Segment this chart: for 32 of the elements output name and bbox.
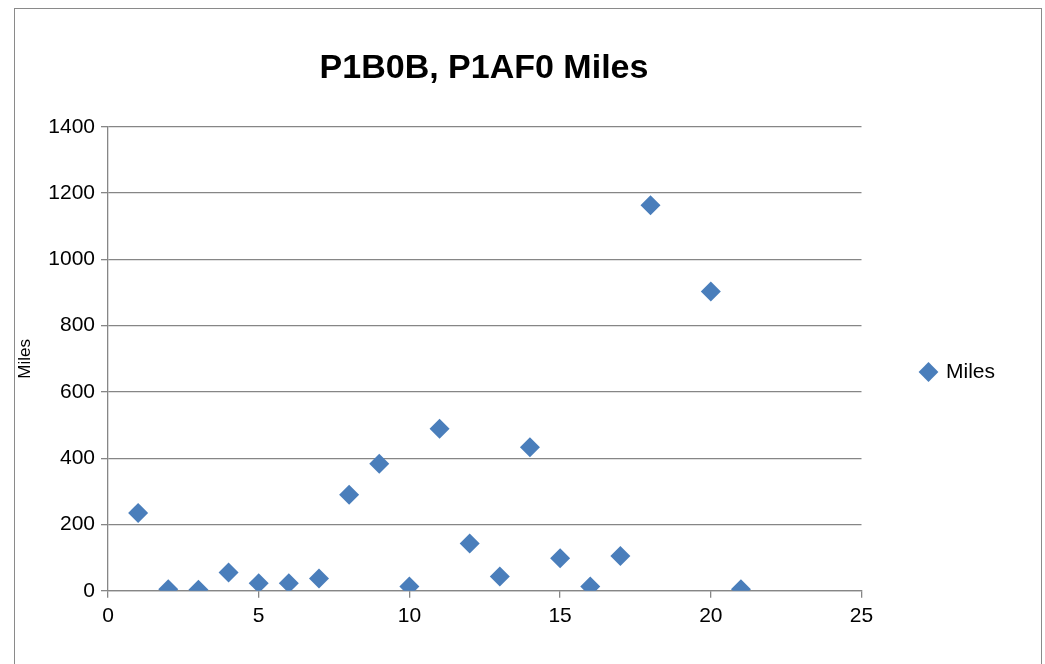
x-tick-label: 10: [397, 603, 422, 627]
y-tick-label: 400: [59, 445, 95, 469]
point: [278, 573, 299, 591]
point: [308, 568, 329, 589]
y-tick-label: 1000: [48, 246, 95, 270]
point: [700, 281, 721, 302]
point: [610, 546, 631, 566]
x-tick-label: 25: [849, 603, 874, 627]
point: [489, 566, 510, 587]
point: [640, 195, 661, 216]
y-tick-label: 1200: [48, 179, 95, 203]
point: [429, 418, 450, 439]
x-tick-label: 15: [548, 603, 572, 627]
x-tick-label: 0: [102, 603, 114, 627]
y-axis-title: Miles: [14, 338, 34, 379]
point: [550, 548, 571, 569]
chart-title: P1B0B, P1AF0 Miles: [319, 46, 649, 85]
point: [128, 502, 149, 523]
point: [218, 562, 239, 583]
x-tick-label: 20: [699, 603, 723, 627]
y-tick-label: 0: [83, 577, 95, 601]
point: [369, 453, 390, 474]
y-tick-label: 600: [59, 378, 95, 402]
point: [248, 573, 269, 591]
x-tick-label: 5: [252, 603, 265, 627]
point: [459, 533, 480, 554]
point: [339, 484, 360, 505]
point: [519, 437, 540, 458]
y-tick-label: 1400: [48, 113, 95, 137]
y-tick-label: 200: [59, 511, 95, 535]
legend-label: Miles: [946, 358, 996, 382]
y-tick-label: 800: [59, 312, 95, 336]
